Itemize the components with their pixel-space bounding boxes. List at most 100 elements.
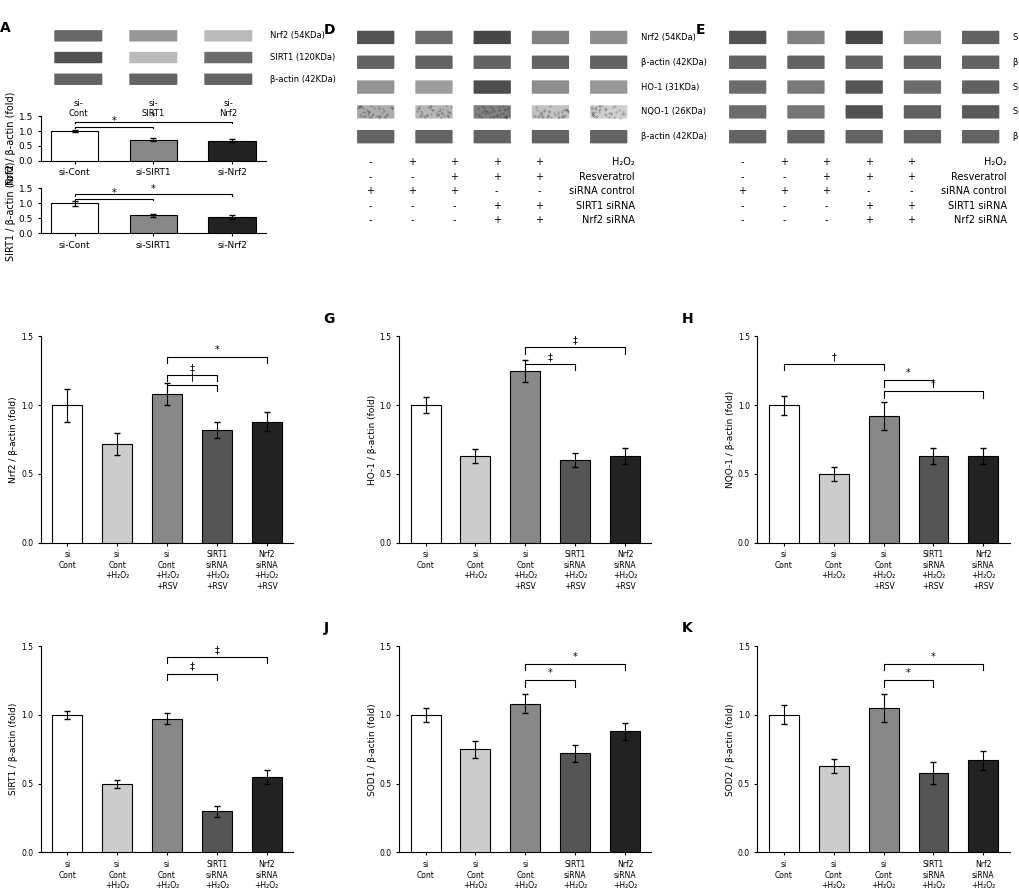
FancyBboxPatch shape bbox=[589, 31, 627, 44]
Bar bbox=[609, 456, 639, 543]
Text: †: † bbox=[190, 372, 195, 383]
FancyBboxPatch shape bbox=[961, 105, 999, 119]
FancyBboxPatch shape bbox=[473, 31, 511, 44]
FancyBboxPatch shape bbox=[589, 81, 627, 94]
Text: *: * bbox=[111, 188, 116, 198]
Text: Nrf2 siRNA: Nrf2 siRNA bbox=[953, 215, 1006, 226]
Text: ‡: ‡ bbox=[190, 363, 195, 373]
Text: ‡: ‡ bbox=[573, 336, 577, 345]
Text: +: + bbox=[864, 171, 871, 182]
Bar bbox=[208, 140, 256, 161]
Text: +: + bbox=[366, 186, 374, 196]
Text: -: - bbox=[368, 157, 371, 167]
FancyBboxPatch shape bbox=[531, 105, 569, 119]
Text: +: + bbox=[780, 186, 788, 196]
Text: D: D bbox=[323, 22, 334, 36]
Text: Nrf2 (54KDa): Nrf2 (54KDa) bbox=[640, 33, 695, 42]
Text: -: - bbox=[452, 201, 455, 210]
FancyBboxPatch shape bbox=[845, 56, 882, 69]
Text: *: * bbox=[905, 669, 910, 678]
Text: HO-1 (31KDa): HO-1 (31KDa) bbox=[640, 83, 698, 91]
Text: Nrf2 siRNA: Nrf2 siRNA bbox=[582, 215, 634, 226]
Text: +: + bbox=[737, 186, 745, 196]
Y-axis label: Nrf2 / β-actin (fold): Nrf2 / β-actin (fold) bbox=[6, 91, 16, 185]
FancyBboxPatch shape bbox=[961, 81, 999, 94]
Y-axis label: SIRT1 / β-actin (fold): SIRT1 / β-actin (fold) bbox=[9, 703, 18, 796]
FancyBboxPatch shape bbox=[961, 31, 999, 44]
FancyBboxPatch shape bbox=[589, 130, 627, 143]
FancyBboxPatch shape bbox=[729, 105, 765, 119]
Bar bbox=[967, 760, 998, 852]
Bar bbox=[510, 704, 540, 852]
Text: -: - bbox=[740, 157, 743, 167]
Text: H₂O₂: H₂O₂ bbox=[611, 157, 634, 167]
Text: *: * bbox=[151, 184, 156, 194]
Bar bbox=[868, 708, 898, 852]
Text: β-actin (42KDa): β-actin (42KDa) bbox=[1012, 58, 1019, 67]
FancyBboxPatch shape bbox=[415, 56, 452, 69]
Text: -: - bbox=[368, 215, 371, 226]
Text: *: * bbox=[930, 652, 935, 662]
FancyBboxPatch shape bbox=[903, 31, 941, 44]
FancyBboxPatch shape bbox=[415, 130, 452, 143]
Bar bbox=[51, 203, 98, 234]
Text: SIRT1 siRNA: SIRT1 siRNA bbox=[576, 201, 634, 210]
Text: +: + bbox=[408, 186, 416, 196]
Text: -: - bbox=[537, 186, 540, 196]
Text: +: + bbox=[534, 215, 542, 226]
Bar bbox=[152, 719, 181, 852]
Text: Resveratrol: Resveratrol bbox=[951, 171, 1006, 182]
Bar bbox=[818, 474, 848, 543]
FancyBboxPatch shape bbox=[357, 105, 394, 119]
FancyBboxPatch shape bbox=[357, 130, 394, 143]
FancyBboxPatch shape bbox=[204, 74, 252, 85]
FancyBboxPatch shape bbox=[204, 30, 252, 42]
FancyBboxPatch shape bbox=[903, 56, 941, 69]
Text: *: * bbox=[111, 116, 116, 126]
Text: β-actin (42KDa): β-actin (42KDa) bbox=[640, 132, 706, 141]
Text: +: + bbox=[534, 201, 542, 210]
FancyBboxPatch shape bbox=[845, 105, 882, 119]
Y-axis label: SIRT1 / β-actin (fold): SIRT1 / β-actin (fold) bbox=[6, 161, 16, 260]
Bar bbox=[559, 460, 590, 543]
FancyBboxPatch shape bbox=[357, 81, 394, 94]
Text: +: + bbox=[821, 157, 829, 167]
Text: J: J bbox=[323, 622, 328, 635]
Bar bbox=[252, 422, 281, 543]
Text: Nrf2 (54KDa): Nrf2 (54KDa) bbox=[270, 31, 325, 40]
Text: -: - bbox=[823, 201, 827, 210]
FancyBboxPatch shape bbox=[787, 56, 823, 69]
Bar bbox=[559, 753, 590, 852]
FancyBboxPatch shape bbox=[415, 81, 452, 94]
Text: β-actin (42KDa): β-actin (42KDa) bbox=[1012, 132, 1019, 141]
Text: +: + bbox=[534, 157, 542, 167]
FancyBboxPatch shape bbox=[357, 31, 394, 44]
Bar bbox=[818, 765, 848, 852]
Text: *: * bbox=[905, 369, 910, 378]
Text: ‡: ‡ bbox=[190, 662, 195, 671]
Bar bbox=[411, 715, 440, 852]
Bar bbox=[202, 430, 231, 543]
FancyBboxPatch shape bbox=[54, 74, 102, 85]
Bar bbox=[918, 456, 948, 543]
FancyBboxPatch shape bbox=[729, 130, 765, 143]
Text: -: - bbox=[782, 201, 785, 210]
FancyBboxPatch shape bbox=[903, 81, 941, 94]
Text: K: K bbox=[681, 622, 692, 635]
Text: +: + bbox=[906, 171, 914, 182]
Text: si-
Cont: si- Cont bbox=[68, 99, 88, 118]
Text: *: * bbox=[930, 379, 935, 389]
Bar bbox=[51, 131, 98, 161]
FancyBboxPatch shape bbox=[787, 130, 823, 143]
Text: +: + bbox=[492, 201, 500, 210]
FancyBboxPatch shape bbox=[729, 31, 765, 44]
Y-axis label: HO-1 / β-actin (fold): HO-1 / β-actin (fold) bbox=[367, 394, 376, 485]
Bar bbox=[129, 215, 176, 234]
FancyBboxPatch shape bbox=[54, 52, 102, 63]
Text: si-
SIRT1: si- SIRT1 bbox=[142, 99, 165, 118]
Text: SIRT1 siRNA: SIRT1 siRNA bbox=[947, 201, 1006, 210]
Text: +: + bbox=[408, 157, 416, 167]
Bar bbox=[102, 444, 131, 543]
Text: -: - bbox=[368, 171, 371, 182]
Text: H: H bbox=[681, 312, 693, 326]
